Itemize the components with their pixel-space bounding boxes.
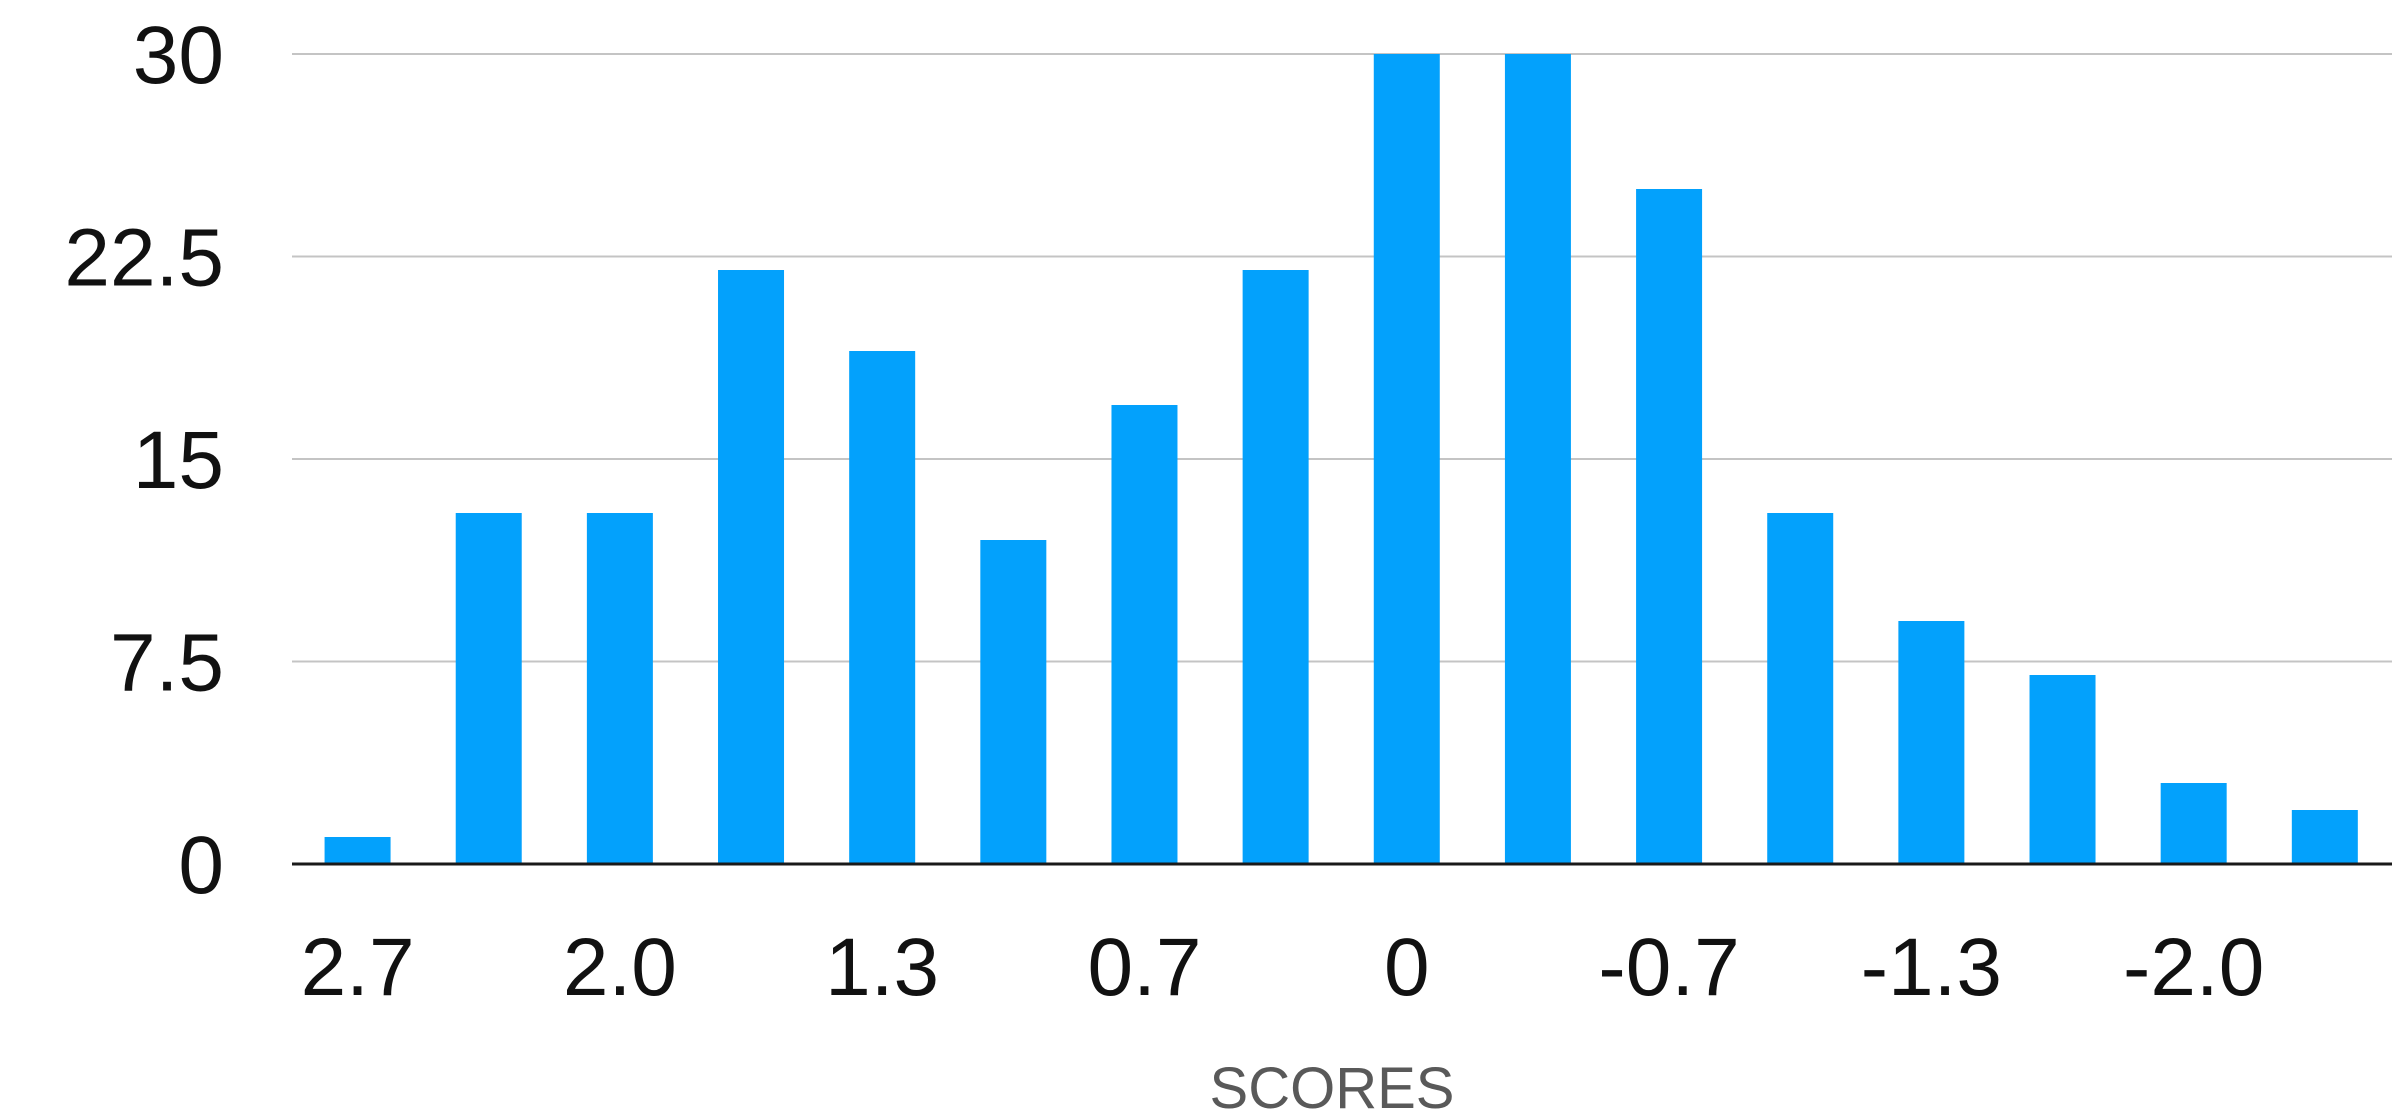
bar <box>2029 675 2096 864</box>
x-tick-label: -2.0 <box>2123 922 2264 1013</box>
x-tick-label: -1.3 <box>1861 922 2002 1013</box>
y-tick-label: 0 <box>178 820 224 911</box>
bars <box>324 54 2358 864</box>
bar <box>1636 189 1703 864</box>
x-tick-label: 1.3 <box>825 922 939 1013</box>
bar <box>980 540 1047 864</box>
y-tick-label: 30 <box>133 10 224 101</box>
gridlines <box>292 53 2392 663</box>
bar <box>1767 513 1834 864</box>
y-axis-ticks: 0 7.5 15 22.5 30 <box>64 10 224 911</box>
bar <box>1373 54 1440 864</box>
x-axis-title: SCORES <box>1210 1056 1455 1112</box>
bar <box>455 513 522 864</box>
x-tick-label: 2.7 <box>301 922 415 1013</box>
x-tick-label: 2.0 <box>563 922 677 1013</box>
x-tick-label: 0 <box>1384 922 1430 1013</box>
x-tick-label: -0.7 <box>1598 922 1739 1013</box>
bar <box>849 351 916 864</box>
x-tick-label: 0.7 <box>1087 922 1201 1013</box>
y-tick-label: 15 <box>133 415 224 506</box>
bar <box>586 513 653 864</box>
bar <box>1504 54 1571 864</box>
y-tick-label: 22.5 <box>64 213 224 304</box>
x-axis-ticks: 2.7 2.0 1.3 0.7 0 -0.7 -1.3 -2.0 <box>301 922 2265 1013</box>
bar <box>2160 783 2227 864</box>
bar <box>718 270 785 864</box>
bar <box>1242 270 1309 864</box>
bar <box>1111 405 1178 864</box>
bar <box>324 837 391 864</box>
y-tick-label: 7.5 <box>110 618 224 709</box>
bar <box>2291 810 2358 864</box>
bar <box>1898 621 1965 864</box>
